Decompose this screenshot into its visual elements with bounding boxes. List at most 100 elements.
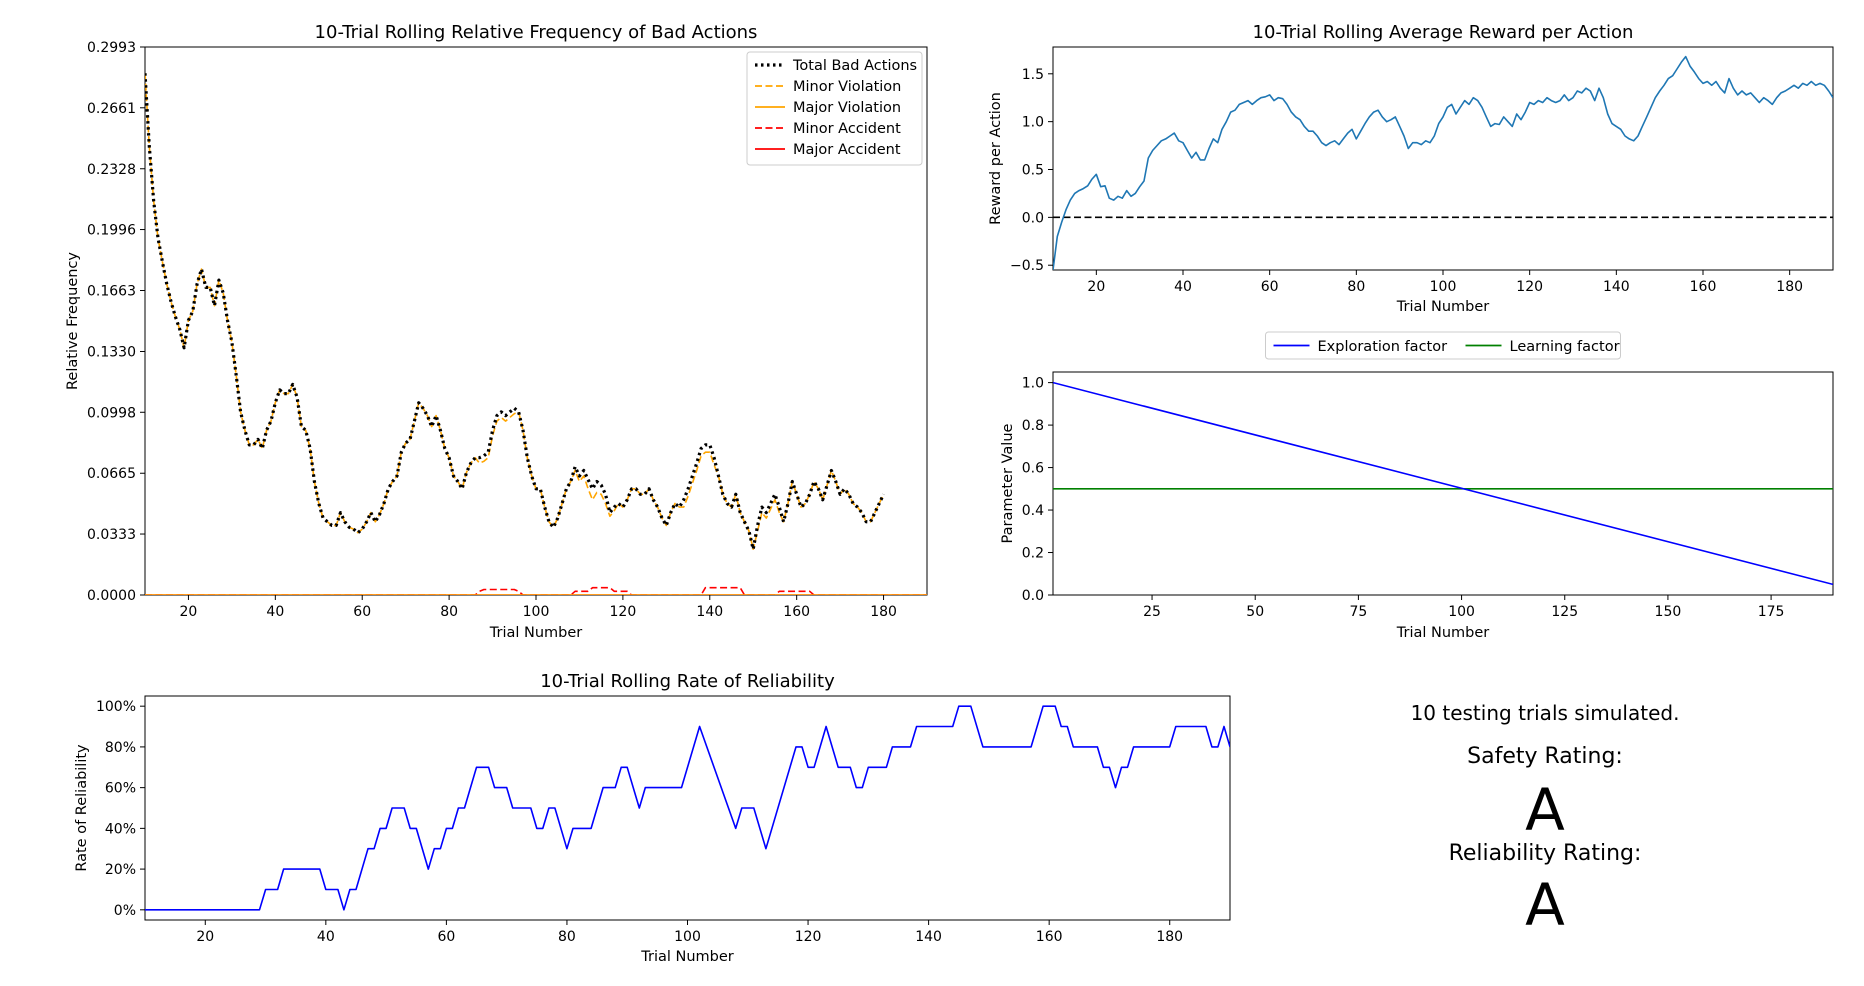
- y-tick-label: 0.1996: [87, 223, 136, 239]
- x-tick-label: 60: [437, 929, 455, 945]
- y-tick-label: 0.0665: [87, 466, 136, 482]
- x-tick-label: 20: [196, 929, 214, 945]
- y-tick-label: 0.0000: [87, 588, 136, 604]
- y-tick-label: 1.0: [1022, 115, 1044, 131]
- legend-box: [746, 51, 923, 166]
- y-tick-label: 20%: [105, 862, 136, 878]
- x-tick-label: 125: [1551, 604, 1578, 620]
- x-tick-label: 100: [674, 929, 701, 945]
- chart-title: 10-Trial Rolling Average Reward per Acti…: [1253, 22, 1634, 43]
- y-axis-label: Rate of Reliability: [74, 744, 90, 872]
- data-series-line: [145, 705, 1230, 911]
- chart-title: 10-Trial Rolling Relative Frequency of B…: [315, 22, 758, 43]
- x-tick-label: 60: [1261, 279, 1279, 295]
- x-axis-label: Trial Number: [640, 949, 734, 965]
- trials-simulated-text: 10 testing trials simulated.: [1411, 701, 1680, 725]
- x-tick-label: 20: [180, 604, 198, 620]
- y-tick-label: 100%: [96, 699, 136, 715]
- x-tick-label: 180: [1156, 929, 1183, 945]
- plot-area: [145, 73, 927, 595]
- total-bad-actions-series-line: [145, 73, 886, 551]
- safety-rating-grade: A: [1525, 776, 1565, 844]
- x-tick-label: 80: [440, 604, 458, 620]
- y-tick-label: 0.2661: [87, 101, 136, 117]
- y-tick-label: 0.5: [1022, 163, 1044, 179]
- legend-entry: Major Accident: [793, 142, 901, 158]
- x-tick-label: 140: [915, 929, 942, 945]
- y-tick-label: 1.5: [1022, 67, 1044, 83]
- x-tick-label: 100: [523, 604, 550, 620]
- x-tick-label: 50: [1246, 604, 1264, 620]
- x-tick-label: 160: [1690, 279, 1717, 295]
- x-tick-label: 160: [1036, 929, 1063, 945]
- summary-block: 10 testing trials simulated. Safety Rati…: [1411, 701, 1680, 939]
- y-axis-label: Reward per Action: [988, 92, 1004, 225]
- reliability-rating-grade: A: [1525, 871, 1565, 939]
- x-tick-label: 80: [558, 929, 576, 945]
- x-tick-label: 140: [696, 604, 723, 620]
- y-tick-label: 0.0: [1022, 210, 1044, 226]
- x-tick-label: 60: [353, 604, 371, 620]
- legend-entry: Learning factor: [1510, 339, 1620, 355]
- x-tick-label: 100: [1430, 279, 1457, 295]
- y-tick-label: 0.2993: [87, 40, 136, 56]
- safety-rating-label: Safety Rating:: [1467, 744, 1623, 769]
- x-tick-label: 40: [266, 604, 284, 620]
- x-axis-label: Trial Number: [489, 625, 583, 641]
- legend-entry: Total Bad Actions: [792, 58, 917, 74]
- x-tick-label: 180: [870, 604, 897, 620]
- x-tick-label: 20: [1087, 279, 1105, 295]
- reliability-panel: 10-Trial Rolling Rate of Reliability Tria…: [74, 671, 1231, 965]
- legend-entry: Exploration factor: [1318, 339, 1448, 355]
- y-tick-label: 0.0333: [87, 527, 136, 543]
- x-tick-label: 160: [783, 604, 810, 620]
- legend-entry: Minor Accident: [793, 121, 901, 137]
- y-tick-label: 0.1330: [87, 344, 136, 360]
- x-tick-label: 140: [1603, 279, 1630, 295]
- y-tick-label: −0.5: [1010, 258, 1044, 274]
- x-tick-label: 150: [1655, 604, 1682, 620]
- legend-entry: Major Violation: [793, 100, 901, 116]
- y-tick-label: 0%: [114, 903, 136, 919]
- x-tick-label: 40: [1174, 279, 1192, 295]
- axes-frame: [144, 695, 1231, 921]
- plot-area: [1053, 381, 1833, 586]
- x-tick-label: 80: [1347, 279, 1365, 295]
- chart-title: 10-Trial Rolling Rate of Reliability: [540, 671, 835, 692]
- x-tick-label: 180: [1776, 279, 1803, 295]
- y-tick-label: 60%: [105, 781, 136, 797]
- y-tick-label: 0.2: [1022, 546, 1044, 562]
- y-tick-label: 80%: [105, 740, 136, 756]
- y-tick-label: 0.8: [1022, 418, 1044, 434]
- y-tick-label: 0.0998: [87, 405, 136, 421]
- y-tick-label: 0.6: [1022, 461, 1044, 477]
- plot-area: [145, 705, 1230, 911]
- x-tick-label: 40: [317, 929, 335, 945]
- x-tick-label: 120: [1516, 279, 1543, 295]
- exploration-factor-series-line: [1053, 381, 1833, 586]
- reliability-rating-label: Reliability Rating:: [1449, 841, 1642, 866]
- x-tick-label: 120: [610, 604, 637, 620]
- x-tick-label: 175: [1758, 604, 1785, 620]
- y-tick-label: 0.2328: [87, 162, 136, 178]
- x-axis-label: Trial Number: [1396, 625, 1490, 641]
- y-tick-label: 40%: [105, 821, 136, 837]
- y-tick-label: 0.4: [1022, 503, 1044, 519]
- y-tick-label: 1.0: [1022, 376, 1044, 392]
- data-series-line: [1053, 55, 1833, 270]
- y-axis-label: Parameter Value: [1000, 423, 1016, 543]
- y-axis-label: Relative Frequency: [65, 252, 81, 390]
- legend-box: [1265, 331, 1621, 360]
- legend-entry: Minor Violation: [793, 79, 901, 95]
- reward-panel: 10-Trial Rolling Average Reward per Acti…: [988, 22, 1834, 315]
- x-tick-label: 120: [795, 929, 822, 945]
- x-tick-label: 75: [1349, 604, 1367, 620]
- y-tick-label: 0.1663: [87, 284, 136, 300]
- axes-frame: [1052, 46, 1834, 271]
- x-axis-label: Trial Number: [1396, 299, 1490, 315]
- bad-actions-panel: 10-Trial Rolling Relative Frequency of B…: [65, 22, 928, 641]
- parameters-panel: Trial Number Parameter Value 25 50 75 100 125 1…: [1000, 331, 1834, 641]
- x-tick-label: 100: [1448, 604, 1475, 620]
- x-tick-label: 25: [1143, 604, 1161, 620]
